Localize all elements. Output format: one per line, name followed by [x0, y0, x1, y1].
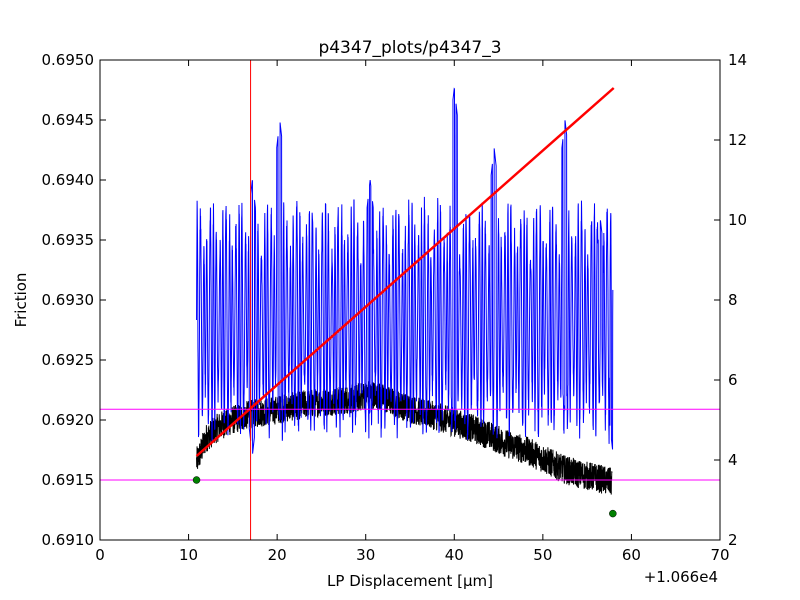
green-marker	[609, 509, 617, 518]
y-tick-label: 0.6920	[42, 411, 95, 429]
x-tick-label: 40	[445, 546, 464, 564]
y2-tick-label: 12	[728, 131, 747, 149]
x-tick-label: 10	[179, 546, 198, 564]
x-axis-label: LP Displacement [μm]	[327, 572, 493, 590]
plot-frame	[99, 59, 721, 541]
y-tick-label: 0.6940	[42, 171, 95, 189]
x-tick-label: 30	[356, 546, 375, 564]
x-tick-label: 50	[533, 546, 552, 564]
y-axis-label: Friction	[12, 273, 30, 328]
series-blue-line	[196, 87, 614, 454]
x-tick-label: 20	[268, 546, 287, 564]
x-tick-label: 0	[95, 546, 105, 564]
ticks-layer: 0 10 20 30 40 50 60 70 0.6910 0.6915 0.6920 0.6925 0…	[42, 51, 748, 564]
y-tick-label: 0.6945	[42, 111, 95, 129]
x-tick-label: 60	[622, 546, 641, 564]
y-tick-label: 0.6910	[42, 531, 95, 549]
y2-tick-label: 2	[728, 531, 738, 549]
series-red-fit-line	[195, 87, 615, 457]
y2-tick-label: 14	[728, 51, 747, 69]
y2-tick-label: 10	[728, 211, 747, 229]
y-tick-label: 0.6950	[42, 51, 95, 69]
green-marker	[192, 476, 201, 484]
y2-tick-label: 4	[728, 451, 738, 469]
y-tick-label: 0.6930	[42, 291, 95, 309]
y2-tick-label: 6	[728, 371, 738, 389]
chart-title: p4347_plots/p4347_3	[318, 38, 501, 58]
y2-tick-label: 8	[728, 291, 738, 309]
y-tick-label: 0.6915	[42, 471, 95, 489]
x-tick-label: 70	[710, 546, 729, 564]
data-layer	[100, 60, 720, 540]
y-tick-label: 0.6935	[42, 231, 95, 249]
y-tick-label: 0.6925	[42, 351, 95, 369]
x-offset-label: +1.066e4	[644, 568, 718, 586]
